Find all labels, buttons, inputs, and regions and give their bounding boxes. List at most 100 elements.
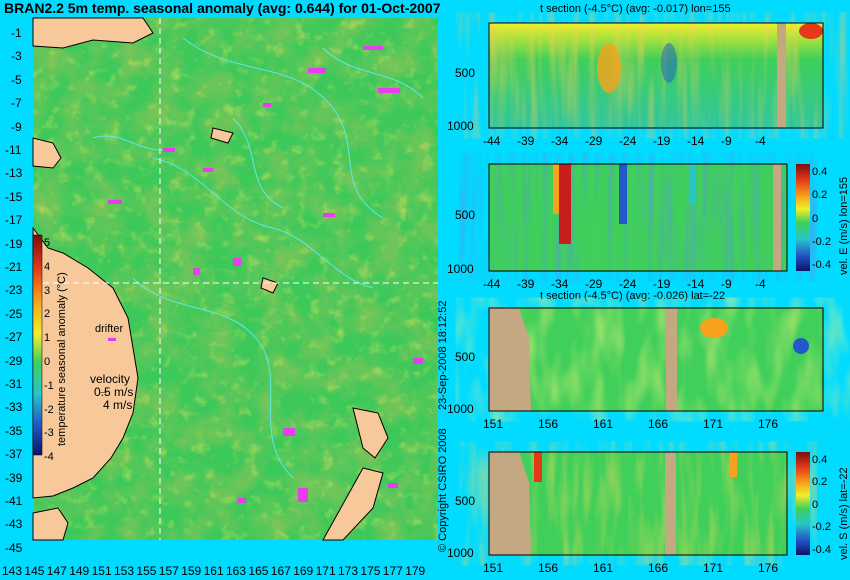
lat-tick-label: -31 — [5, 377, 23, 391]
vel-colorbar-tick: 0.4 — [812, 454, 828, 466]
lat-tick-label: -11 — [5, 143, 22, 157]
lon-tick-label: 163 — [226, 564, 247, 578]
lat-tick-label: -23 — [5, 283, 23, 298]
temp-colorbar-tick: -2 — [44, 403, 54, 416]
lat-tick-label: -43 — [5, 517, 23, 532]
timestamp: 23-Sep-2008 18:12:52 — [437, 300, 449, 410]
section-x-tick-label: 171 — [703, 561, 724, 575]
section-x-tick-label: 176 — [758, 417, 779, 431]
vel-e-colorbar-label: vel. E (m/s) lon=155 — [838, 176, 850, 275]
temperature-colorbar — [32, 234, 43, 456]
temp-colorbar-tick: -3 — [44, 427, 54, 440]
lat-tick-label: -33 — [5, 400, 23, 415]
section-x-tick-label: -39 — [517, 277, 535, 291]
section-x-tick-label: -14 — [687, 134, 705, 148]
section-x-tick-label: 161 — [593, 561, 614, 575]
vel-s-colorbar — [796, 452, 810, 555]
lat-tick-label: -17 — [5, 213, 23, 228]
section-x-tick-label: 156 — [538, 417, 559, 431]
section-x-tick-label: 151 — [483, 417, 504, 431]
lon-tick-label: 167 — [270, 564, 291, 578]
depth-tick-label: 500 — [455, 66, 476, 81]
section-x-tick-label: 171 — [703, 417, 724, 431]
section-x-tick-label: 166 — [648, 561, 669, 575]
lat-tick-label: -35 — [5, 423, 23, 438]
lat-tick-label: -1 — [11, 26, 22, 40]
section-x-tick-label: -4 — [755, 134, 766, 148]
temp-colorbar-tick: -4 — [44, 451, 54, 464]
panel1-title: t section (-4.5°C) (avg: -0.017) lon=155 — [540, 3, 731, 15]
lat-tick-label: -13 — [5, 166, 23, 181]
lon-tick-label: 149 — [69, 564, 90, 578]
temp-colorbar-tick: 2 — [44, 308, 51, 321]
section-x-tick-label: -24 — [619, 134, 637, 148]
lon-tick-label: 173 — [338, 564, 359, 578]
lat-tick-label: -3 — [11, 49, 22, 64]
vel-colorbar-tick: -0.4 — [812, 259, 831, 272]
vel-s-colorbar-label: vel. S (m/s) lat=-22 — [838, 467, 850, 560]
drifter-marker — [108, 338, 116, 341]
australia-landmass — [32, 226, 139, 499]
section-x-tick-label: 176 — [758, 561, 779, 575]
lon-tick-label: 153 — [114, 564, 135, 578]
section-x-tick-label: -44 — [483, 134, 501, 148]
depth-tick-label: 500 — [455, 350, 476, 365]
lat-tick-label: -25 — [5, 306, 23, 321]
temp-colorbar-tick: -1 — [44, 379, 54, 392]
lat-tick-label: -5 — [11, 72, 22, 87]
section-x-tick-label: 151 — [483, 561, 504, 575]
depth-tick-label: 500 — [455, 494, 476, 509]
section-x-tick-label: 161 — [593, 417, 614, 431]
map-title: BRAN2.2 5m temp. seasonal anomaly (avg: … — [4, 0, 441, 16]
velocity-scale-2: 4 m/s — [103, 398, 133, 412]
section-x-tick-label: -39 — [517, 134, 535, 148]
lon-tick-label: 143 — [2, 564, 23, 578]
lon-tick-label: 155 — [136, 564, 157, 578]
drifter-label: drifter — [95, 323, 124, 335]
vel-colorbar-tick: -0.2 — [812, 521, 831, 534]
section-x-tick-label: 166 — [648, 417, 669, 431]
section-x-tick-label: -29 — [585, 134, 603, 148]
copyright: © Copyright CSIRO 2008 — [437, 428, 449, 552]
lon-tick-label: 145 — [24, 564, 45, 578]
vel-colorbar-tick: 0.2 — [812, 189, 828, 202]
section-x-tick-label: -19 — [653, 277, 671, 291]
lon-tick-label: 157 — [158, 564, 179, 578]
vel-colorbar-tick: -0.4 — [812, 543, 831, 556]
section-x-tick-label: -4 — [755, 277, 766, 291]
lon-tick-label: 175 — [360, 564, 381, 578]
section-x-tick-label: -9 — [721, 277, 732, 291]
section-x-tick-label: -44 — [483, 277, 501, 291]
section-panel-4 — [488, 451, 788, 556]
panel3-title: t section (-4.5°C) (avg: -0.026) lat=-22 — [540, 290, 726, 302]
temp-colorbar-tick: 1 — [44, 332, 51, 345]
section-x-tick-label: -14 — [687, 277, 705, 291]
lat-tick-label: -15 — [5, 189, 23, 204]
lon-tick-label: 169 — [293, 564, 314, 578]
depth-tick-label: 500 — [455, 208, 476, 223]
vel-colorbar-tick: 0 — [812, 212, 819, 225]
section-x-tick-label: -24 — [619, 277, 637, 291]
vel-e-colorbar — [796, 164, 810, 271]
vel-colorbar-tick: -0.2 — [812, 235, 831, 248]
section-panel-1 — [488, 22, 824, 129]
temperature-colorbar-label: temperature seasonal anomaly (°C) — [56, 272, 68, 446]
lat-tick-label: -39 — [5, 470, 23, 485]
lat-tick-label: -27 — [5, 330, 23, 345]
temp-colorbar-tick: 0 — [44, 356, 51, 368]
section-panel-3 — [488, 307, 824, 412]
section-x-tick-label: -29 — [585, 277, 603, 291]
velocity-label: velocity — [90, 372, 131, 386]
lat-tick-label: -19 — [5, 236, 23, 251]
lon-tick-label: 159 — [181, 564, 202, 578]
vel-colorbar-tick: 0.4 — [812, 166, 828, 178]
lat-tick-label: -7 — [11, 96, 22, 111]
section-x-tick-label: 156 — [538, 561, 559, 575]
depth-tick-label: 1000 — [447, 546, 474, 560]
section-panel-2 — [488, 163, 788, 272]
sea-surface-map — [32, 17, 438, 541]
lon-tick-label: 177 — [382, 564, 403, 578]
section-x-tick-label: -34 — [551, 134, 569, 148]
vel-colorbar-tick: 0.2 — [812, 476, 828, 489]
lon-tick-label: 165 — [248, 564, 269, 578]
